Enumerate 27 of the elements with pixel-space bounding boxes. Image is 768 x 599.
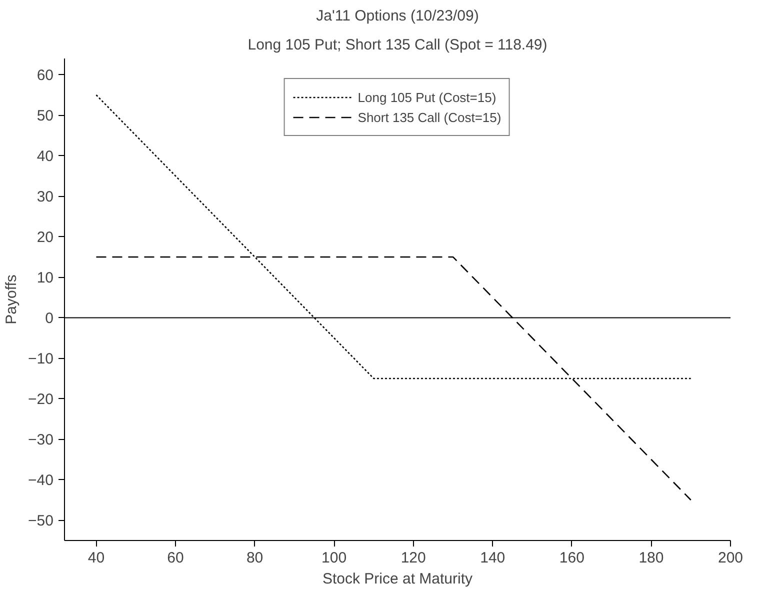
x-tick-label: 140 <box>480 550 506 566</box>
y-tick-label: 20 <box>36 229 54 246</box>
x-axis-title: Stock Price at Maturity <box>322 570 474 588</box>
x-tick-label: 160 <box>559 550 584 566</box>
legend-label: Short 135 Call (Cost=15) <box>358 110 502 124</box>
y-tick-label: 10 <box>36 270 54 287</box>
chart-subtitle: Long 105 Put; Short 135 Call (Spot = 118.49) <box>248 36 548 54</box>
y-tick-label: 0 <box>45 310 54 328</box>
x-tick-label: 180 <box>638 550 664 566</box>
y-tick-label: 40 <box>36 148 54 166</box>
x-tick-label: 200 <box>718 550 744 566</box>
y-tick-label: −20 <box>28 391 54 408</box>
y-tick-label: 50 <box>36 108 54 125</box>
legend-label: Long 105 Put (Cost=15) <box>358 90 496 104</box>
y-tick-label: −40 <box>28 472 54 490</box>
chart-title: Ja'11 Options (10/23/09) <box>316 8 479 24</box>
y-axis-title: Payoffs <box>3 274 20 324</box>
y-tick-label: 60 <box>36 67 54 84</box>
x-tick-label: 100 <box>322 550 347 566</box>
y-tick-label: −30 <box>28 432 54 449</box>
x-tick-label: 40 <box>88 550 105 566</box>
x-tick-label: 120 <box>400 550 426 566</box>
x-tick-label: 80 <box>246 550 264 566</box>
y-tick-label: −50 <box>28 512 54 530</box>
y-tick-label: −10 <box>28 350 54 368</box>
x-tick-label: 60 <box>167 550 184 566</box>
y-tick-label: 30 <box>36 188 54 206</box>
